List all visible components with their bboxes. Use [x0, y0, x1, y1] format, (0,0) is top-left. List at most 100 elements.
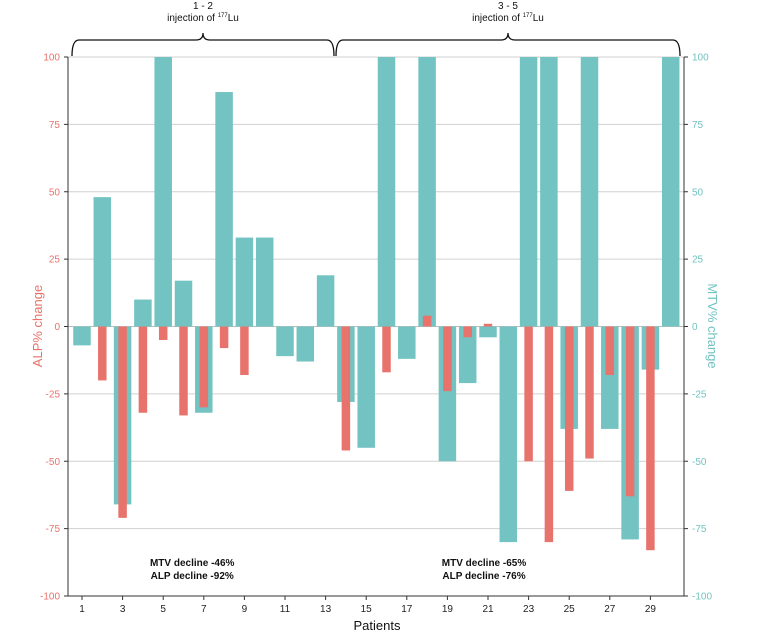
alp-bar-patient-25 — [564, 326, 574, 491]
alp-bar-patient-14 — [341, 326, 351, 451]
mtv-bar-patient-26 — [580, 57, 599, 327]
alp-bar-patient-23 — [524, 326, 533, 462]
x-tick-label: 25 — [564, 604, 576, 615]
y-tick-label-right: 0 — [692, 322, 698, 333]
mtv-bar-patient-4 — [134, 299, 152, 327]
x-axis-label: Patients — [354, 618, 401, 633]
y-tick-label-right: -100 — [692, 592, 712, 603]
y-tick-label-left: 100 — [43, 53, 60, 64]
mtv-bar-patient-12 — [296, 326, 315, 362]
bracket-label-injection: injection of 177Lu — [472, 13, 544, 24]
y-axis-label-left: ALP% change — [30, 285, 45, 367]
bracket-label-suffix: Lu — [228, 13, 239, 24]
bracket-label-superscript: 177 — [523, 13, 534, 19]
mtv-bar-patient-21 — [479, 326, 497, 338]
alp-bar-patient-20 — [463, 326, 472, 338]
mtv-bar-patient-8 — [215, 92, 233, 327]
x-tick-label: 9 — [242, 604, 248, 615]
y-tick-label-left: 50 — [49, 187, 61, 198]
alp-bar-patient-5 — [158, 326, 168, 340]
y-tick-label-right: 25 — [692, 255, 704, 266]
x-tick-label: 1 — [79, 604, 85, 615]
bracket-label-superscript: 177 — [218, 13, 229, 19]
bracket-label-count: 1 - 2 — [193, 1, 213, 12]
mtv-bar-patient-11 — [276, 326, 294, 357]
annotation-alp-decline: ALP decline -92% — [151, 571, 234, 582]
alp-bar-patient-18 — [422, 315, 432, 327]
alp-bar-patient-24 — [544, 326, 554, 543]
mtv-bar-patient-17 — [398, 326, 416, 359]
bracket-brace — [71, 32, 335, 57]
mtv-bar-patient-6 — [174, 280, 193, 327]
mtv-bar-patient-20 — [458, 326, 477, 384]
x-tick-label: 3 — [120, 604, 126, 615]
mtv-bar-patient-2 — [93, 197, 112, 327]
mtv-bar-patient-22 — [499, 326, 518, 543]
x-tick-label: 15 — [361, 604, 373, 615]
y-tick-label-left: -100 — [40, 592, 60, 603]
alp-bar-patient-27 — [605, 326, 615, 376]
mtv-bar-patient-18 — [418, 57, 436, 327]
x-tick-label: 19 — [442, 604, 454, 615]
alp-bar-patient-21 — [483, 323, 493, 327]
bracket-label-suffix: Lu — [533, 13, 544, 24]
annotation-mtv-decline: MTV decline -46% — [150, 558, 235, 569]
x-tick-label: 29 — [645, 604, 657, 615]
alp-bar-patient-2 — [98, 326, 107, 381]
mtv-bar-patient-24 — [540, 57, 558, 327]
mtv-bar-patient-13 — [316, 275, 335, 327]
mtv-bar-patient-5 — [154, 57, 172, 327]
alp-bar-patient-9 — [240, 326, 249, 376]
x-tick-label: 7 — [201, 604, 207, 615]
alp-bar-patient-7 — [199, 326, 209, 408]
x-tick-label: 17 — [401, 604, 413, 615]
y-tick-label-right: 75 — [692, 120, 704, 131]
annotations: MTV decline -46% ALP decline -92% MTV decl… — [150, 558, 526, 582]
y-tick-label-left: 25 — [49, 255, 61, 266]
alp-bar-patient-29 — [646, 326, 655, 551]
annotation-alp-decline: ALP decline -76% — [442, 571, 525, 582]
bracket-label-injection: injection of 177Lu — [167, 13, 239, 24]
x-tick-label: 23 — [523, 604, 535, 615]
y-axis-label-right: MTV% change — [705, 283, 720, 368]
mtv-bar-patient-16 — [377, 57, 396, 327]
y-tick-label-left: -75 — [46, 524, 61, 535]
bracket-brace — [335, 32, 681, 57]
y-tick-label-right: 50 — [692, 187, 704, 198]
alp-bar-patient-3 — [118, 326, 127, 518]
y-tick-label-right: -50 — [692, 457, 707, 468]
mtv-bar-patient-27 — [601, 326, 619, 429]
y-tick-label-left: -50 — [46, 457, 61, 468]
alp-bar-patient-16 — [382, 326, 391, 373]
alp-bar-patient-4 — [138, 326, 148, 413]
mtv-bar-patient-9 — [235, 237, 254, 327]
bracket-label-count: 3 - 5 — [498, 1, 518, 12]
bracket-label-prefix: injection of — [167, 13, 218, 24]
alp-bar-patient-26 — [585, 326, 594, 459]
alp-bar-patient-8 — [219, 326, 229, 349]
y-tick-label-right: -75 — [692, 524, 707, 535]
x-tick-label: 13 — [320, 604, 332, 615]
mtv-bar-patient-23 — [519, 57, 538, 327]
alp-bar-patient-6 — [179, 326, 188, 416]
bars — [73, 57, 680, 551]
mtv-bar-patient-10 — [255, 237, 274, 327]
x-tick-label: 11 — [280, 604, 291, 615]
x-tick-label: 27 — [604, 604, 616, 615]
y-tick-label-left: 0 — [54, 322, 60, 333]
bracket-label-prefix: injection of — [472, 13, 523, 24]
mtv-bar-patient-1 — [73, 326, 91, 346]
x-tick-label: 5 — [160, 604, 166, 615]
alp-bar-patient-19 — [443, 326, 452, 392]
mtv-bar-patient-30 — [661, 57, 680, 327]
y-tick-label-right: -25 — [692, 389, 707, 400]
mtv-bar-patient-15 — [357, 326, 375, 448]
alp-bar-patient-28 — [625, 326, 635, 497]
annotation-mtv-decline: MTV decline -65% — [442, 558, 527, 569]
mtv-bar-patient-19 — [438, 326, 457, 462]
y-tick-label-left: -25 — [46, 389, 61, 400]
y-tick-label-left: 75 — [49, 120, 61, 131]
